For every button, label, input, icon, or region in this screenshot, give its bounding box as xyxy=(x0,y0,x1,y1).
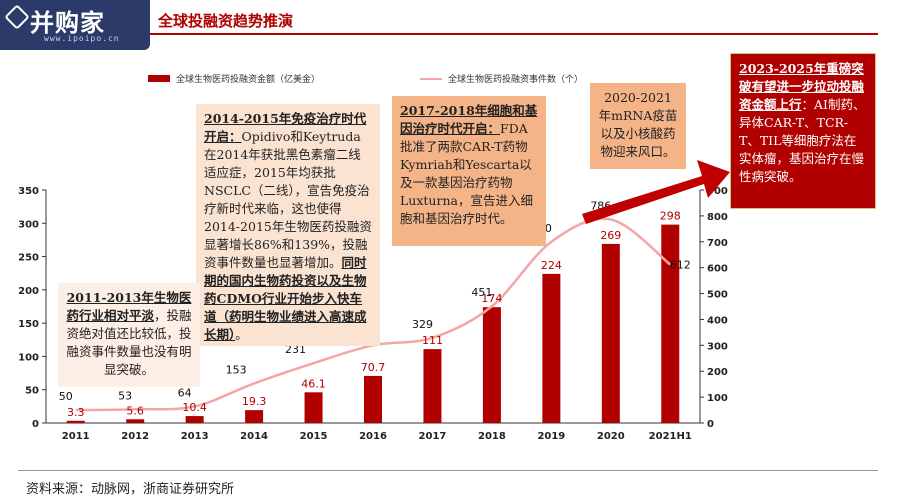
bar-value-label: 269 xyxy=(600,229,621,242)
x-tick-label: 2020 xyxy=(597,431,625,442)
y-right-tick-label: 300 xyxy=(707,341,728,352)
y-left-tick-label: 50 xyxy=(25,386,39,397)
bar-value-label: 224 xyxy=(541,259,562,272)
bar-value-label: 46.1 xyxy=(301,377,326,390)
logo: 并购家 www.ipoipo.cn xyxy=(0,0,150,50)
y-right-tick-label: 600 xyxy=(707,264,728,275)
annotation-2023-colon: ： xyxy=(801,97,815,112)
x-tick-label: 2018 xyxy=(478,431,506,442)
bar xyxy=(304,392,323,423)
y-right-tick-label: 100 xyxy=(707,393,728,404)
bar-value-label: 298 xyxy=(660,210,681,223)
bar xyxy=(661,224,680,423)
y-left-tick-label: 0 xyxy=(32,419,39,430)
bar xyxy=(542,273,561,423)
bar-value-label: 174 xyxy=(481,292,502,305)
y-left-tick-label: 300 xyxy=(18,219,39,230)
annotation-2011: 2011-2013年生物医药行业相对平淡，投融资绝对值还比较低，投融资事件数量也… xyxy=(58,283,200,387)
x-tick-label: 2016 xyxy=(359,431,387,442)
annotation-2023-body: AI制药、异体CAR-T、TCR-T、TIL等细胞疗法在实体瘤，基因治疗在慢性病… xyxy=(739,97,866,184)
annotation-2017-body: FDA批准了两款CAR-T药物Kymriah和Yescarta以及一款基因治疗药… xyxy=(400,121,533,226)
legend-line-swatch xyxy=(420,77,442,80)
bar-value-label: 19.3 xyxy=(242,395,267,408)
x-tick-label: 2012 xyxy=(121,431,149,442)
line-value-label: 50 xyxy=(59,390,73,403)
bar xyxy=(245,410,264,423)
annotation-2017-heading: 2017-2018年细胞和基因治疗时代开启： xyxy=(400,103,538,136)
y-right-tick-label: 800 xyxy=(707,212,728,223)
legend-bar-swatch xyxy=(148,75,170,82)
annotation-2014-heading2: 同时期的国内生物药投资以及生物药CDMO行业开始步入快车道（药明生物业绩进入高速… xyxy=(204,255,367,342)
y-left-tick-label: 350 xyxy=(18,186,39,197)
line-value-label: 329 xyxy=(412,318,433,331)
footer-rule xyxy=(18,470,878,471)
line-value-label: 64 xyxy=(178,386,192,399)
line-value-label: 231 xyxy=(285,343,306,356)
y-right-tick-label: 900 xyxy=(707,186,728,197)
title-rule xyxy=(150,33,878,35)
annotation-2020-body: 2020-2021年mRNA疫苗以及小核酸药物迎来风口。 xyxy=(598,90,678,159)
y-right-tick-label: 500 xyxy=(707,290,728,301)
y-right-tick-label: 700 xyxy=(707,238,728,249)
x-tick-label: 2014 xyxy=(240,431,268,442)
bar-value-label: 70.7 xyxy=(361,361,386,374)
trend-arrow-icon xyxy=(582,160,730,224)
annotation-2014-body: Opidivo和Keytruda在2014年获批黑色素瘤二线适应症，2015年均… xyxy=(204,129,372,270)
legend-line-label: 全球生物医药投融资事件数（个） xyxy=(448,75,584,85)
bar-value-label: 111 xyxy=(422,334,443,347)
bar xyxy=(601,243,620,423)
annotation-2023-heading: 2023-2025年重磅突破有望进一步拉动投融资金额上行 xyxy=(739,61,865,112)
y-left-tick-label: 200 xyxy=(18,286,39,297)
bar xyxy=(126,419,145,423)
legend-bar-label: 全球生物医药投融资金额（亿美金） xyxy=(176,75,321,85)
legend-line: 全球生物医药投融资事件数（个） xyxy=(420,72,583,85)
y-right-tick-label: 0 xyxy=(707,419,714,430)
annotation-2011-body: ，投融资绝对值还比较低，投融资事件数量也没有明显突破。 xyxy=(66,308,192,377)
x-tick-label: 2017 xyxy=(419,431,447,442)
line-value-label: 53 xyxy=(118,389,132,402)
source-note: 资料来源：动脉网，浙商证券研究所 xyxy=(26,482,235,497)
bar xyxy=(364,375,382,423)
annotation-2023: 2023-2025年重磅突破有望进一步拉动投融资金额上行：AI制药、异体CAR-… xyxy=(730,53,876,209)
annotation-2011-heading: 2011-2013年生物医药行业相对平淡 xyxy=(66,290,192,323)
bar-value-label: 3.3 xyxy=(67,406,85,419)
line-value-label: 153 xyxy=(226,363,247,376)
line-value-label: 612 xyxy=(670,259,691,272)
annotation-2020: 2020-2021年mRNA疫苗以及小核酸药物迎来风口。 xyxy=(590,83,686,169)
annotation-2014-tail: 。 xyxy=(235,327,248,342)
bar xyxy=(423,349,442,423)
annotation-2014-heading: 2014-2015年免疫治疗时代开启： xyxy=(204,111,367,144)
bar xyxy=(185,416,204,423)
logo-url: www.ipoipo.cn xyxy=(44,34,120,43)
y-left-tick-label: 150 xyxy=(18,319,39,330)
x-tick-label: 2013 xyxy=(181,431,209,442)
legend-bar: 全球生物医药投融资金额（亿美金） xyxy=(148,72,320,85)
bar xyxy=(66,420,85,423)
logo-text: 并购家 xyxy=(30,9,105,37)
x-tick-label: 2011 xyxy=(62,431,90,442)
y-left-tick-label: 100 xyxy=(18,352,39,363)
annotation-2017: 2017-2018年细胞和基因治疗时代开启：FDA批准了两款CAR-T药物Kym… xyxy=(392,96,546,246)
bar xyxy=(482,307,501,423)
page-title: 全球投融资趋势推演 xyxy=(158,12,294,30)
bar-value-label: 5.6 xyxy=(126,404,144,417)
x-tick-label: 2015 xyxy=(300,431,328,442)
line-value-label: 451 xyxy=(471,286,492,299)
y-left-tick-label: 250 xyxy=(18,253,39,264)
y-right-tick-label: 400 xyxy=(707,315,728,326)
series-line xyxy=(75,217,672,412)
x-tick-label: 2019 xyxy=(537,431,565,442)
bar-value-label: 10.4 xyxy=(182,401,207,414)
y-right-tick-label: 200 xyxy=(707,367,728,378)
x-tick-label: 2021H1 xyxy=(649,431,692,442)
annotation-2014: 2014-2015年免疫治疗时代开启：Opidivo和Keytruda在2014… xyxy=(196,104,380,346)
